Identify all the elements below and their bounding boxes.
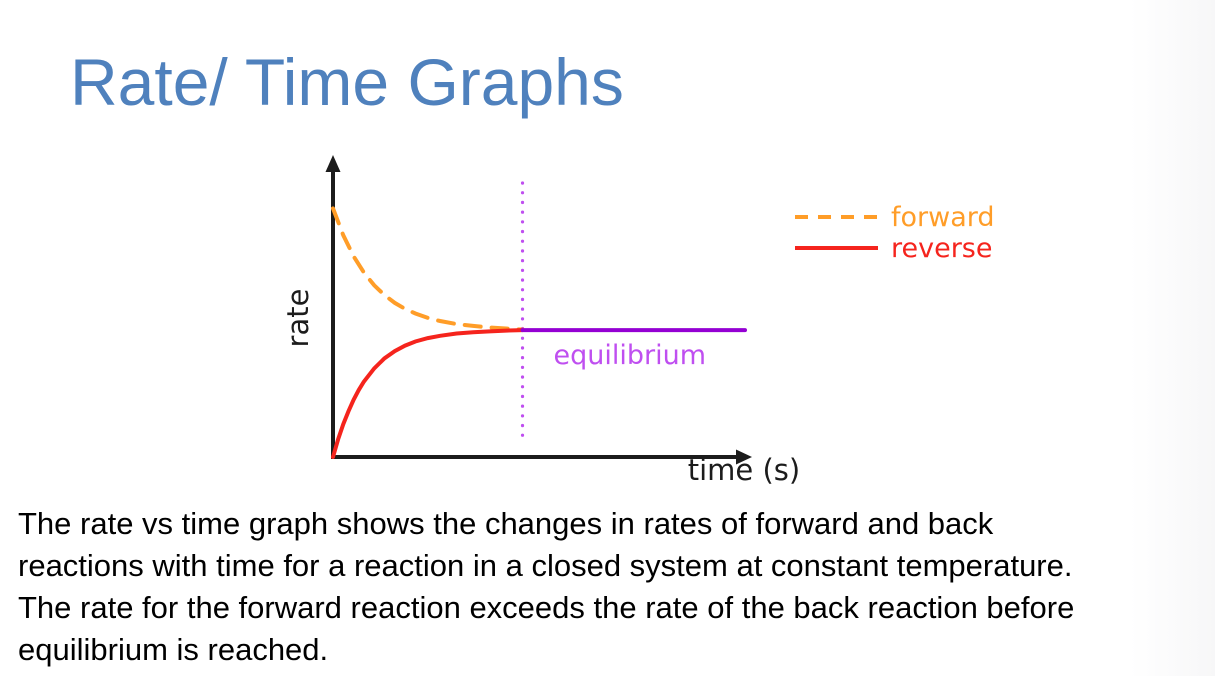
legend-label-reverse: reverse [891, 233, 993, 264]
body-line: The rate for the forward reaction exceed… [18, 590, 1075, 625]
body-line: reactions with time for a reaction in a … [18, 548, 1073, 583]
legend-label-forward: forward [891, 202, 995, 233]
page-title: Rate/ Time Graphs [70, 45, 624, 119]
x-axis-arrow-icon [736, 449, 752, 465]
y-axis-label: rate [281, 289, 315, 348]
body-line: equilibrium is reached. [18, 632, 329, 667]
equilibrium-label: equilibrium [554, 340, 707, 371]
reverse-curve [331, 328, 525, 459]
forward-curve [331, 206, 525, 332]
body-line: The rate vs time graph shows the changes… [18, 506, 994, 541]
body-paragraph: The rate vs time graph shows the changes… [18, 503, 1215, 671]
rate-time-figure: rate time (s) equilibrium forward reverse [280, 150, 1000, 500]
x-axis-label: time (s) [688, 453, 800, 487]
y-axis-arrow-icon [325, 155, 341, 172]
